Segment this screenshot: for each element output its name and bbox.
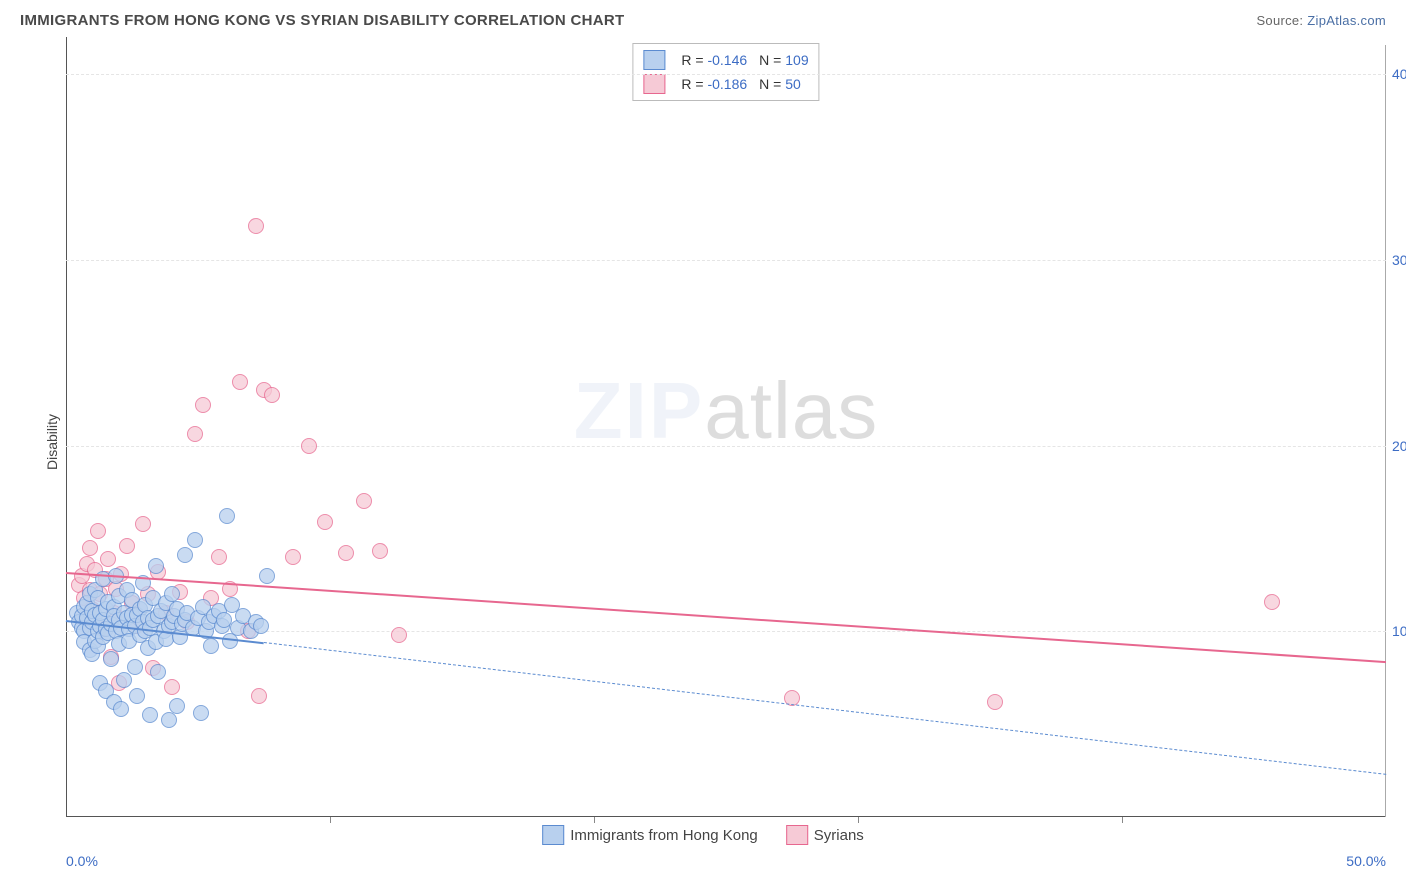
legend-swatch-sy [643, 74, 665, 94]
scatter-point [82, 540, 98, 556]
legend-item-hk: Immigrants from Hong Kong [542, 825, 758, 845]
legend-swatch-icon [542, 825, 564, 845]
scatter-point [317, 514, 333, 530]
plot-region: ZIPatlas R = -0.146 N = 109 R = -0.186 N… [66, 37, 1386, 817]
scatter-point [129, 688, 145, 704]
source-label: Source: ZipAtlas.com [1256, 13, 1386, 28]
scatter-point [135, 575, 151, 591]
scatter-point [169, 698, 185, 714]
scatter-point [187, 532, 203, 548]
scatter-point [195, 397, 211, 413]
legend-item-sy: Syrians [786, 825, 864, 845]
scatter-point [264, 387, 280, 403]
legend-stats-row-sy: R = -0.186 N = 50 [643, 72, 808, 96]
scatter-point [391, 627, 407, 643]
scatter-point [142, 707, 158, 723]
scatter-point [219, 508, 235, 524]
legend-series: Immigrants from Hong Kong Syrians [542, 825, 864, 845]
scatter-point [232, 374, 248, 390]
scatter-point [253, 618, 269, 634]
legend-swatch-hk [643, 50, 665, 70]
scatter-point [148, 558, 164, 574]
x-origin-label: 0.0% [66, 853, 98, 869]
y-tick-label: 20.0% [1392, 438, 1406, 454]
x-max-label: 50.0% [1346, 853, 1386, 869]
scatter-point [177, 547, 193, 563]
scatter-point [164, 679, 180, 695]
scatter-point [203, 638, 219, 654]
chart-header: IMMIGRANTS FROM HONG KONG VS SYRIAN DISA… [20, 12, 1386, 29]
scatter-point [127, 659, 143, 675]
scatter-point [135, 516, 151, 532]
y-axis-label: Disability [44, 414, 60, 470]
scatter-point [222, 581, 238, 597]
scatter-point [100, 551, 116, 567]
watermark: ZIPatlas [574, 365, 878, 457]
scatter-point [356, 493, 372, 509]
scatter-point [108, 568, 124, 584]
scatter-point [113, 701, 129, 717]
scatter-point [103, 651, 119, 667]
scatter-point [372, 543, 388, 559]
scatter-point [90, 523, 106, 539]
legend-swatch-icon [786, 825, 808, 845]
legend-stats-row-hk: R = -0.146 N = 109 [643, 48, 808, 72]
chart-title: IMMIGRANTS FROM HONG KONG VS SYRIAN DISA… [20, 12, 624, 29]
scatter-point [987, 694, 1003, 710]
scatter-point [338, 545, 354, 561]
legend-stats: R = -0.146 N = 109 R = -0.186 N = 50 [632, 43, 819, 101]
scatter-point [251, 688, 267, 704]
scatter-point [150, 664, 166, 680]
scatter-point [285, 549, 301, 565]
y-tick-label: 40.0% [1392, 66, 1406, 82]
scatter-point [211, 549, 227, 565]
scatter-point [259, 568, 275, 584]
chart-area: Disability ZIPatlas R = -0.146 N = 109 R… [20, 37, 1386, 847]
y-tick-label: 10.0% [1392, 623, 1406, 639]
scatter-point [116, 672, 132, 688]
scatter-point [119, 538, 135, 554]
scatter-point [164, 586, 180, 602]
scatter-point [193, 705, 209, 721]
scatter-point [161, 712, 177, 728]
scatter-point [784, 690, 800, 706]
scatter-point [248, 218, 264, 234]
source-link[interactable]: ZipAtlas.com [1307, 13, 1386, 28]
scatter-point [301, 438, 317, 454]
scatter-point [1264, 594, 1280, 610]
trend-line [264, 642, 1386, 775]
scatter-point [187, 426, 203, 442]
y-tick-label: 30.0% [1392, 252, 1406, 268]
